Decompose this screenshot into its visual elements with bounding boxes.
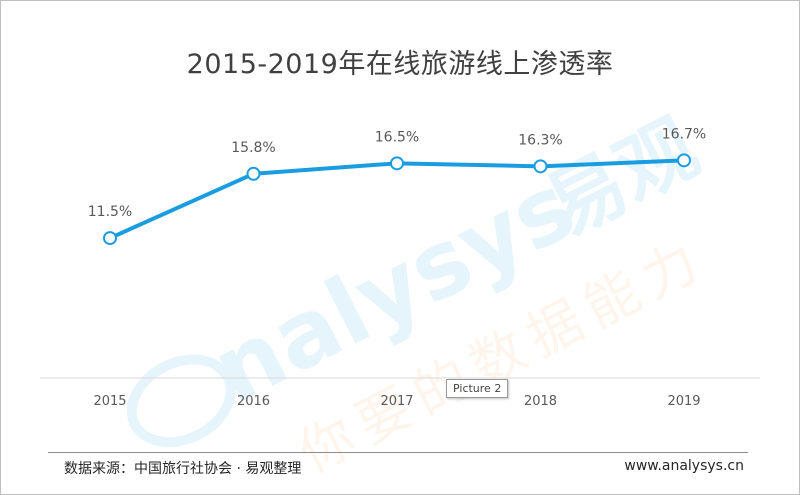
- series-layer: [103, 153, 691, 246]
- x-tick-label-2018: 2018: [524, 394, 557, 409]
- website-link[interactable]: www.analysys.cn: [624, 458, 744, 474]
- data-label-2019: 16.7%: [662, 126, 706, 142]
- data-point-2015[interactable]: [103, 231, 117, 246]
- data-label-2016: 15.8%: [231, 140, 275, 156]
- data-point-2017[interactable]: [390, 156, 404, 171]
- x-tick-label-2017: 2017: [380, 394, 413, 409]
- data-label-2017: 16.5%: [375, 129, 419, 145]
- x-tick-label-2015: 2015: [93, 394, 126, 409]
- data-point-2018[interactable]: [533, 159, 548, 174]
- footer-divider: [48, 452, 748, 453]
- series-line: [109, 158, 685, 240]
- x-tick-label-2019: 2019: [667, 394, 700, 409]
- data-label-2015: 11.5%: [88, 204, 132, 220]
- data-point-2016[interactable]: [246, 166, 261, 181]
- source-note: 数据来源：中国旅行社协会 · 易观整理: [64, 461, 302, 477]
- data-point-2019[interactable]: [677, 153, 691, 168]
- labels-layer: 11.5% 15.8% 16.5% 16.3% 16.7%: [88, 126, 706, 220]
- picture-tag: Picture 2: [446, 379, 509, 398]
- ticks-layer: 2015 2016 2017 2018 2019: [93, 394, 700, 409]
- x-tick-label-2016: 2016: [237, 394, 270, 409]
- chart-title: 2015-2019年在线旅游线上渗透率: [186, 49, 614, 80]
- data-label-2018: 16.3%: [518, 132, 562, 148]
